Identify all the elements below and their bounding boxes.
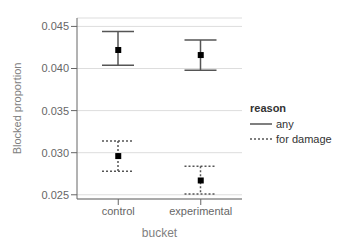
svg-text:Blocked proportion: Blocked proportion — [11, 63, 23, 155]
svg-text:0.045: 0.045 — [41, 20, 69, 32]
svg-text:0.040: 0.040 — [41, 62, 69, 74]
html-text:reason: reason — [250, 102, 287, 114]
svg-text:bucket: bucket — [142, 226, 178, 240]
svg-text:0.035: 0.035 — [41, 105, 69, 117]
svg-text:control: control — [102, 205, 135, 217]
svg-text:0.030: 0.030 — [41, 147, 69, 159]
html-text:for damage: for damage — [276, 133, 332, 145]
svg-text:experimental: experimental — [169, 205, 232, 217]
html-text:any: any — [276, 118, 294, 130]
svg-text:0.025: 0.025 — [41, 189, 69, 201]
